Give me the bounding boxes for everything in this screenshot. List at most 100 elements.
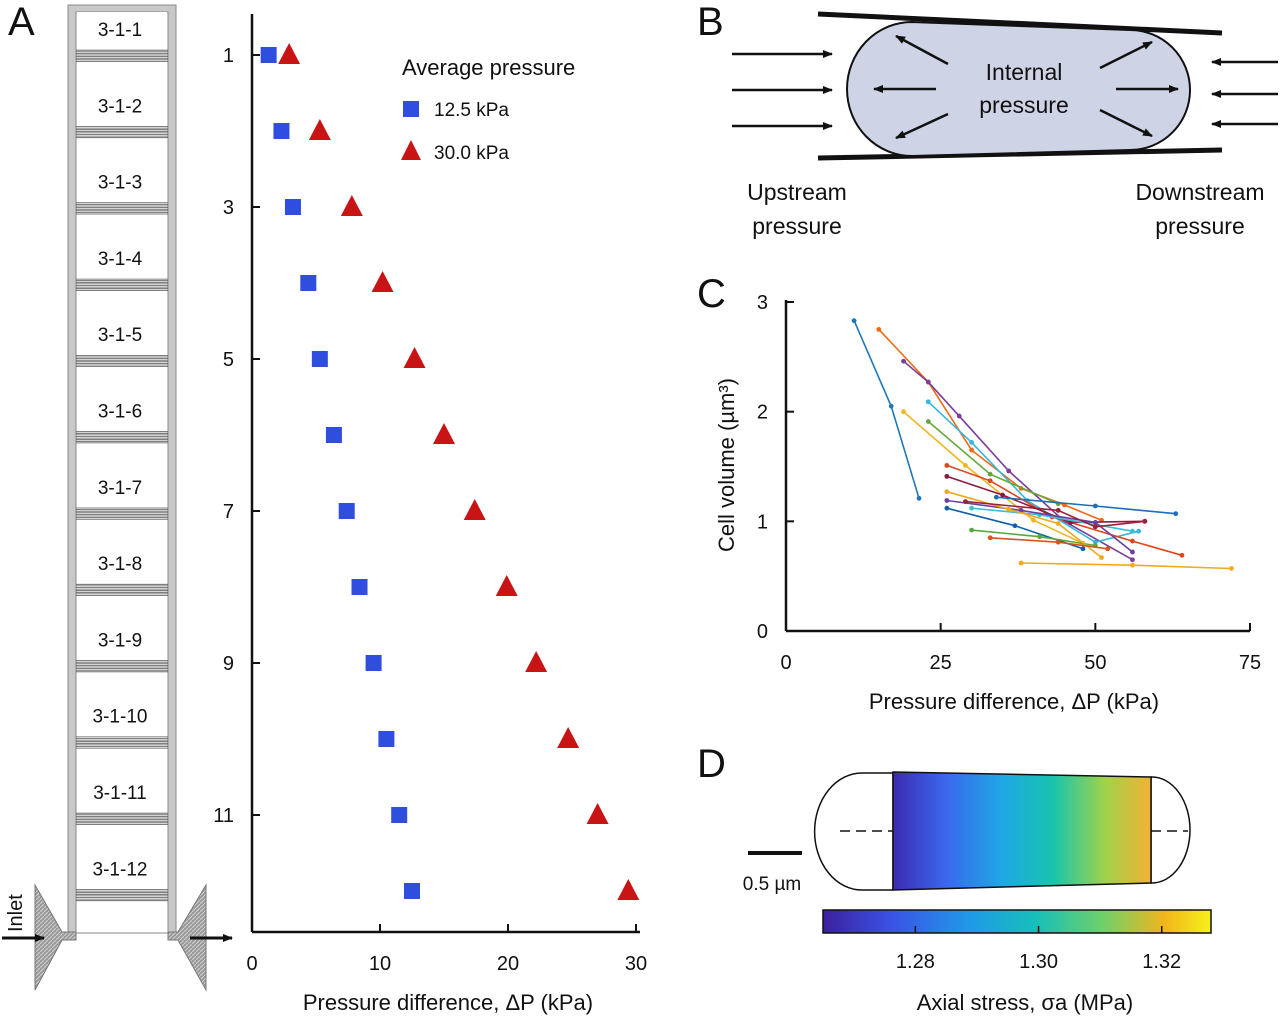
chart-c-x-tick-label: 0 [780,652,791,674]
device-schematic: 3-1-1 3-1-2 3-1-3 3-1-4 3-1-5 3-1-6 3-1-7 3-1-8… [2,4,233,992]
chart-a-point-triangle [340,195,363,216]
cell-cap-right [1150,776,1191,884]
chart-a-legend-square-marker [403,101,419,117]
chart-c-point [1012,523,1018,529]
chart-c-y-tick-label: 0 [757,621,768,643]
chart-c-point [1142,518,1148,524]
chart-c-point [1173,511,1179,517]
chart-c-series-line [965,500,1145,528]
chart-a-legend: Average pressure 12.5 kPa 30.0 kPa [401,55,575,164]
chart-a-legend-series-2: 30.0 kPa [434,143,509,164]
chart-a-y-tick-label: 1 [223,45,234,67]
chart-c-x-tick-label: 50 [1084,652,1106,674]
chart-c-point [1099,555,1104,560]
chart-c-point [901,358,906,364]
chart-c-point [1018,560,1024,566]
chart-c-point [1105,546,1111,552]
device-channel-grating [76,202,168,215]
colorbar-tick-label: 1.32 [1142,951,1181,973]
chart-a-point-triangle [308,119,331,140]
chart-c-point [1130,528,1135,534]
chart-a-point-square [273,123,290,139]
chart-c-point [969,505,974,511]
chart-a: 1 3 5 7 9 11 0 10 20 30 Pressure difference, ΔP … [213,14,647,1015]
chart-a-x-tick-label: 20 [497,953,519,975]
chart-a-point-square [404,883,420,899]
chart-a-point-triangle [371,271,394,292]
internal-arrow-icon [895,34,949,66]
device-channel-grating [76,889,168,902]
chart-c-y-tick-label: 3 [757,292,768,314]
inlet-taper-left [34,883,77,991]
panel-label-c: C [697,272,726,316]
chart-c-point [987,471,993,477]
chart-a-point-square [378,731,395,747]
chart-a-y-tick-label: 7 [223,501,234,523]
chart-a-y-tick-label: 11 [213,805,234,827]
downstream-pressure-label-line2: pressure [1155,213,1244,239]
device-channel-label-box: 3-1-3 [77,164,167,199]
chart-c-series-line [902,360,1133,561]
device-channel-label: 3-1-4 [98,249,143,270]
chart-a-x-tick-label: 30 [625,953,647,975]
device-channel-label-box: 3-1-12 [77,851,167,886]
scale-bar-label: 0.5 µm [743,874,801,895]
device-channel-label: 3-1-12 [93,859,148,880]
internal-arrow-icon [1099,40,1153,70]
chart-a-point-triangle [433,423,455,444]
cell-body-stress [892,771,1152,891]
chart-c-point [1130,549,1135,555]
chart-c-point [1031,517,1036,523]
chart-a-point-square [300,275,317,291]
chart-c-point [925,379,931,385]
chart-c-point [1092,503,1098,509]
device-channel-label-box: 3-1-4 [77,240,167,275]
outlet-taper-right [167,883,207,992]
chart-a-point-square [325,427,342,443]
chart-c-point [1179,552,1185,558]
chart-c-point [925,399,931,405]
device-channel-label: 3-1-8 [98,554,142,575]
device-channel-label-box: 3-1-9 [77,622,167,657]
chart-c-point [1130,562,1135,568]
chart-c-point [1055,521,1061,526]
device-channel-label-box: 3-1-7 [77,469,167,504]
chart-c-x-axis-label: Pressure difference, ΔP (kPa) [869,689,1159,714]
chart-c-point [1055,507,1061,513]
chart-c-point [1136,528,1142,534]
panel-label-b: B [697,0,724,44]
chart-c-point [969,527,974,533]
device-channel-label: 3-1-2 [98,96,142,117]
internal-arrow-icon [895,112,949,140]
chart-c-y-axis-label: Cell volume (µm³) [714,378,739,552]
chart-a-point-square [391,807,408,823]
chart-c-point [944,463,950,468]
chart-a-point-triangle [463,499,486,520]
chart-c-point [851,318,857,324]
chart-c-point [987,535,993,541]
chart-c-series-line [853,320,920,499]
device-channel-grating [76,812,168,825]
chart-c-point [1092,539,1098,545]
chart-c-point [969,439,974,445]
upstream-pressure-label-line1: Upstream [747,179,847,205]
chart-a-point-triangle [403,347,426,368]
device-channel-grating [76,278,168,291]
chart-a-point-triangle [586,803,609,824]
diagram-b: Internal pressure Upstream pressure Down… [732,11,1278,239]
chart-c-x-tick-label: 25 [930,652,952,674]
colorbar-tick-label: 1.30 [1019,951,1058,973]
internal-pressure-label-line1: Internal [986,59,1063,85]
device-channel-label: 3-1-9 [98,630,142,651]
chart-c-point [956,413,962,419]
device-channel-label: 3-1-10 [93,707,148,728]
device-channel-grating [76,354,168,368]
device-channel-grating [76,126,168,139]
chart-c-point [944,498,950,503]
internal-pressure-label-line2: pressure [979,92,1068,118]
device-channel-label: 3-1-5 [98,325,142,346]
device-channel-label-box: 3-1-1 [77,12,167,46]
chart-c-point [1080,546,1086,552]
chart-c-y-tick-label: 2 [757,402,768,424]
chart-c-point [1130,538,1135,544]
